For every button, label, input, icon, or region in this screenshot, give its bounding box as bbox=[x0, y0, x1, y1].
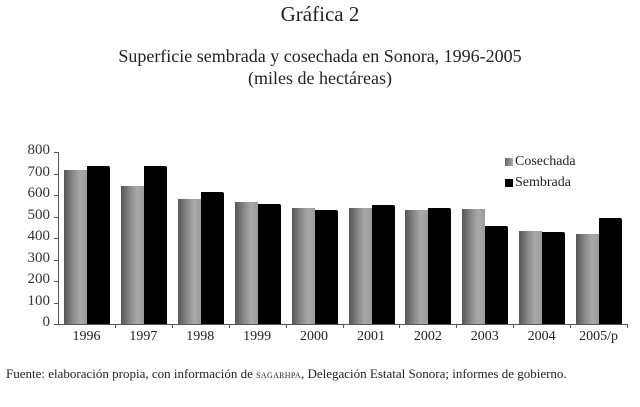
y-tick-label: 500 bbox=[27, 206, 51, 223]
bar-cosechada-1997 bbox=[120, 185, 144, 324]
legend-swatch-cosechada bbox=[505, 157, 513, 166]
y-tick-mark bbox=[54, 195, 58, 196]
x-tick-mark bbox=[627, 324, 628, 328]
x-tick-label: 2002 bbox=[413, 329, 442, 344]
y-tick-mark bbox=[54, 302, 58, 304]
x-tick-mark bbox=[456, 324, 458, 328]
bar-sembrada-2003 bbox=[485, 225, 509, 324]
x-tick-label: 2005/p bbox=[579, 329, 618, 344]
bar-sembrada-2000 bbox=[314, 210, 338, 324]
y-axis bbox=[58, 152, 59, 324]
x-tick-label: 2000 bbox=[300, 329, 329, 344]
y-tick-label: 0 bbox=[42, 314, 51, 330]
y-tick-mark bbox=[54, 238, 58, 239]
legend-item-sembrada: Sembrada bbox=[505, 172, 576, 193]
x-tick-label: 1999 bbox=[243, 329, 272, 344]
bar-cosechada-2000 bbox=[291, 207, 315, 324]
y-tick-label: 800 bbox=[27, 142, 51, 158]
x-tick-label: 2003 bbox=[470, 329, 499, 344]
chart-title-line2: (miles de hectáreas) bbox=[248, 68, 392, 88]
x-tick-mark bbox=[228, 324, 230, 328]
y-tick-mark bbox=[54, 173, 58, 175]
legend-item-cosechada: Cosechada bbox=[505, 151, 576, 172]
bar-sembrada-1996 bbox=[87, 165, 110, 324]
chart-title: Superficie sembrada y cosechada en Sonor… bbox=[0, 45, 640, 89]
y-tick-label: 100 bbox=[27, 292, 51, 309]
bar-sembrada-2005-p bbox=[599, 218, 623, 324]
y-tick-label: 600 bbox=[27, 185, 51, 201]
bar-sembrada-2004 bbox=[542, 231, 566, 324]
x-tick-mark bbox=[285, 324, 287, 328]
y-tick-mark bbox=[54, 216, 58, 218]
chart-title-line1: Superficie sembrada y cosechada en Sonor… bbox=[118, 46, 522, 66]
bar-sembrada-2001 bbox=[371, 205, 395, 324]
legend: Cosechada Sembrada bbox=[505, 151, 576, 193]
x-tick-label: 2001 bbox=[356, 329, 385, 344]
footnote-suffix: , Delegación Estatal Sonora; informes de… bbox=[300, 366, 567, 381]
bar-cosechada-1996 bbox=[64, 170, 87, 324]
figure-label: Gráfica 2 bbox=[280, 2, 360, 26]
bar-cosechada-2005-p bbox=[576, 233, 600, 324]
x-tick-mark bbox=[570, 324, 572, 328]
x-tick-label: 1996 bbox=[72, 329, 101, 344]
y-tick-label: 300 bbox=[27, 249, 51, 266]
bar-cosechada-2002 bbox=[405, 210, 429, 324]
footnote-agency: sagarhpa bbox=[256, 369, 301, 381]
bar-cosechada-2004 bbox=[519, 230, 543, 324]
bar-cosechada-1999 bbox=[234, 202, 258, 324]
source-footnote: Fuente: elaboración propia, con informac… bbox=[6, 364, 636, 385]
x-tick-label: 2004 bbox=[527, 329, 556, 344]
y-tick-label: 200 bbox=[27, 271, 51, 287]
bar-sembrada-1999 bbox=[257, 204, 281, 324]
y-tick-mark bbox=[54, 324, 58, 325]
y-tick-mark bbox=[54, 281, 58, 282]
x-tick-mark bbox=[513, 324, 515, 328]
bar-sembrada-1997 bbox=[143, 165, 167, 324]
y-tick-mark bbox=[54, 259, 58, 261]
x-tick-mark bbox=[114, 324, 116, 328]
x-tick-label: 1997 bbox=[129, 329, 158, 344]
bar-cosechada-2003 bbox=[462, 208, 486, 324]
bar-sembrada-1998 bbox=[200, 191, 224, 324]
x-tick-mark bbox=[399, 324, 401, 328]
x-tick-label: 1998 bbox=[186, 329, 215, 344]
y-tick-label: 400 bbox=[27, 228, 51, 244]
y-tick-label: 700 bbox=[27, 163, 51, 180]
legend-label-sembrada: Sembrada bbox=[515, 175, 571, 190]
x-tick-mark bbox=[171, 324, 173, 328]
bar-cosechada-1998 bbox=[177, 199, 201, 324]
legend-label-cosechada: Cosechada bbox=[515, 154, 576, 169]
bar-cosechada-2001 bbox=[348, 207, 372, 324]
x-tick-mark bbox=[342, 324, 344, 328]
legend-swatch-sembrada bbox=[505, 178, 513, 187]
bar-sembrada-2002 bbox=[428, 207, 452, 324]
footnote-prefix: Fuente: elaboración propia, con informac… bbox=[6, 366, 257, 381]
y-tick-mark bbox=[54, 152, 58, 153]
